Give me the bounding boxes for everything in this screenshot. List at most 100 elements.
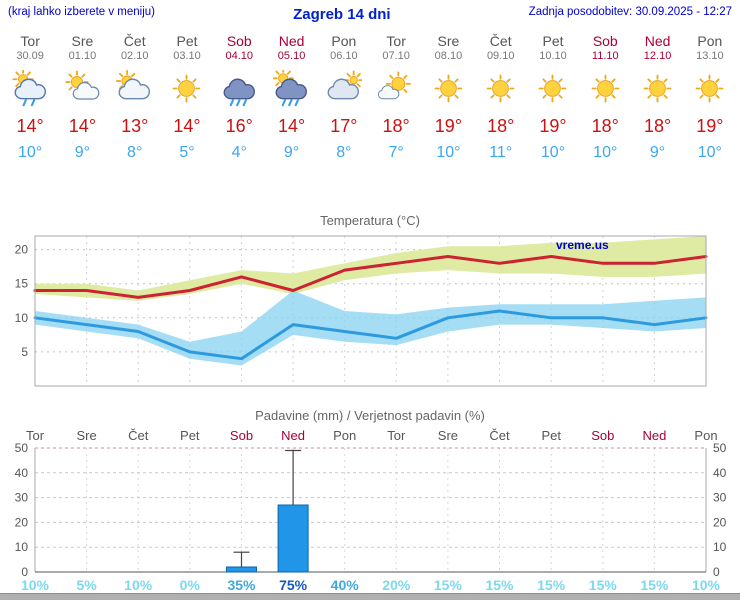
day-min-temp: 10° — [436, 144, 461, 161]
day-name: Pon — [697, 33, 723, 49]
sunny-icon — [684, 70, 736, 112]
partly-sunny-icon — [370, 70, 422, 112]
day-max-temp: 14° — [68, 116, 97, 136]
precipitation-chart: Tor Sre Čet Pet Sob Ned Pon Tor Sre Čet Pet Sob Ned P… — [0, 426, 740, 601]
sunny-icon — [631, 70, 683, 112]
day-name: Tor — [386, 33, 406, 49]
precip-day-label: Sob — [230, 428, 253, 443]
day-min-temp: 9° — [649, 144, 666, 161]
day-max-temp: 17° — [330, 116, 358, 136]
precip-probability: 20% — [382, 577, 411, 593]
day-column-5[interactable]: Ned 05.10 14° 9° — [265, 33, 317, 164]
day-column-9[interactable]: Čet 09.10 18° 11° — [475, 33, 527, 164]
day-min-temp: 9° — [74, 144, 91, 161]
day-max-temp: 16° — [225, 116, 253, 136]
day-date: 13.10 — [696, 50, 724, 62]
forecast-day-columns: Tor 30.09 14° 10° Sre 01.10 14° 9° Čet 02.10 13° 8°… — [0, 33, 740, 164]
day-date: 07.10 — [382, 50, 410, 62]
day-column-2[interactable]: Čet 02.10 13° 8° — [109, 33, 161, 164]
day-date: 02.10 — [120, 50, 149, 62]
day-column-12[interactable]: Ned 12.10 18° 9° — [631, 33, 683, 164]
precip-probability: 10% — [124, 577, 153, 593]
precip-day-label: Pet — [180, 428, 200, 443]
day-min-temp: 4° — [231, 144, 247, 161]
day-min-temp: 11° — [489, 144, 513, 161]
day-column-6[interactable]: Pon 06.10 17° 8° — [318, 33, 370, 164]
precip-day-label: Pon — [333, 428, 356, 443]
day-date: 10.10 — [539, 50, 567, 62]
precip-day-label: Pet — [541, 428, 561, 443]
temperature-chart: 5 10 15 20 vreme.us — [0, 232, 740, 395]
precip-day-label: Pon — [694, 428, 717, 443]
precip-day-label: Tor — [387, 428, 406, 443]
day-min-temp: 8° — [127, 144, 143, 161]
precip-probability: 75% — [279, 577, 308, 593]
day-column-11[interactable]: Sob 11.10 18° 10° — [579, 33, 631, 164]
day-min-temp: 5° — [179, 144, 195, 161]
header: (kraj lahko izberete v meniju) Zagreb 14… — [0, 0, 740, 23]
precip-day-label: Ned — [642, 428, 666, 443]
day-column-0[interactable]: Tor 30.09 14° 10° — [4, 33, 56, 164]
day-min-temp: 8° — [336, 144, 352, 161]
day-name: Pet — [542, 33, 564, 49]
svg-text:20: 20 — [15, 515, 29, 529]
menu-hint-text: (kraj lahko izberete v meniju) — [8, 6, 156, 18]
svg-text:50: 50 — [713, 441, 727, 455]
precip-day-label: Sre — [76, 428, 96, 443]
day-name: Čet — [123, 33, 146, 49]
day-max-temp: 14° — [277, 116, 306, 136]
day-max-temp: 14° — [16, 116, 44, 136]
day-column-1[interactable]: Sre 01.10 14° 9° — [56, 33, 108, 164]
watermark-vreme-us: vreme.us — [556, 238, 609, 252]
day-date: 05.10 — [277, 50, 306, 62]
svg-text:20: 20 — [713, 515, 727, 529]
day-name: Pon — [331, 33, 357, 49]
svg-text:10: 10 — [713, 540, 727, 554]
day-max-temp: 14° — [173, 116, 201, 136]
day-name: Sob — [226, 33, 252, 49]
day-max-temp: 18° — [382, 116, 410, 136]
day-max-temp: 19° — [696, 116, 724, 136]
sunny-icon — [527, 70, 579, 112]
svg-text:5: 5 — [21, 345, 28, 359]
svg-text:30: 30 — [15, 491, 29, 505]
day-min-temp: 10° — [18, 144, 43, 161]
precip-day-label: Sre — [438, 428, 458, 443]
light-rain-icon — [4, 70, 56, 112]
svg-text:20: 20 — [15, 243, 29, 257]
day-date: 08.10 — [434, 50, 463, 62]
day-column-3[interactable]: Pet 03.10 14° 5° — [161, 33, 213, 164]
sunny-icon — [422, 70, 474, 112]
day-date: 09.10 — [486, 50, 515, 62]
day-name: Ned — [644, 33, 671, 49]
precipitation-chart-title: Padavine (mm) / Verjetnost padavin (%) — [255, 408, 485, 423]
svg-text:15: 15 — [15, 277, 29, 291]
precip-day-label: Čet — [128, 428, 149, 443]
day-date: 11.10 — [591, 50, 619, 62]
day-column-8[interactable]: Sre 08.10 19° 10° — [422, 33, 474, 164]
last-update-text: Zadnja posodobitev: 30.09.2025 - 12:27 — [528, 6, 732, 18]
day-max-temp: 19° — [434, 116, 463, 136]
day-column-4[interactable]: Sob 04.10 16° 4° — [213, 33, 265, 164]
precip-bar — [226, 566, 257, 573]
day-column-7[interactable]: Tor 07.10 18° 7° — [370, 33, 422, 164]
day-column-10[interactable]: Pet 10.10 19° 10° — [527, 33, 579, 164]
precip-probability: 10% — [21, 577, 50, 593]
day-name: Ned — [278, 33, 305, 49]
day-column-13[interactable]: Pon 13.10 19° 10° — [684, 33, 736, 164]
precip-probability: 35% — [227, 577, 256, 593]
temperature-chart-title: Temperatura (°C) — [320, 213, 420, 228]
day-min-temp: 10° — [593, 144, 618, 161]
svg-text:0: 0 — [713, 565, 720, 579]
precip-day-label: Sob — [591, 428, 614, 443]
day-date: 03.10 — [173, 50, 201, 62]
mostly-cloudy-icon — [109, 70, 161, 112]
day-name: Pet — [176, 33, 198, 49]
day-name: Čet — [489, 33, 512, 49]
day-date: 01.10 — [68, 50, 97, 62]
bottom-scrollbar[interactable] — [0, 593, 740, 600]
cloudy-icon — [318, 70, 370, 112]
svg-text:50: 50 — [15, 441, 29, 455]
day-date: 30.09 — [16, 50, 44, 62]
svg-text:10: 10 — [15, 540, 29, 554]
